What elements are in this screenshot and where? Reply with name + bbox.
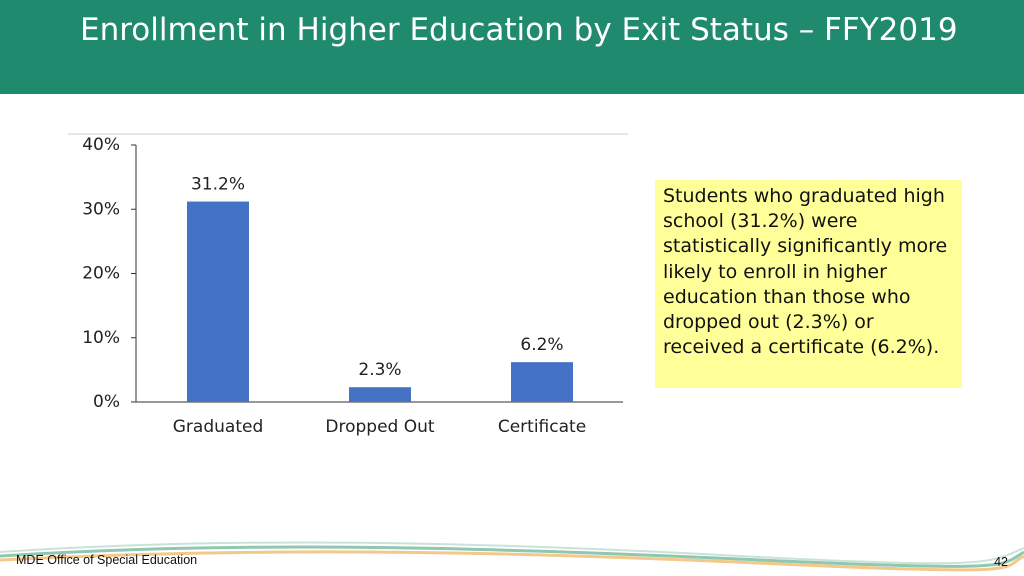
- x-tick-label: Graduated: [173, 417, 263, 437]
- page-number: 42: [994, 555, 1008, 569]
- bar: [187, 201, 249, 402]
- bar: [511, 362, 573, 402]
- y-tick-label: 0%: [93, 392, 120, 412]
- x-tick-label: Dropped Out: [325, 417, 434, 437]
- y-tick-label: 20%: [82, 264, 120, 284]
- x-tick-label: Certificate: [498, 417, 586, 437]
- title-bar: Enrollment in Higher Education by Exit S…: [0, 0, 1024, 94]
- y-tick-label: 10%: [82, 328, 120, 348]
- footer-text: MDE Office of Special Education: [16, 553, 198, 567]
- callout: Students who graduated high school (31.2…: [655, 180, 962, 388]
- data-label: 2.3%: [358, 360, 401, 380]
- y-tick-label: 30%: [82, 199, 120, 219]
- bar: [349, 387, 411, 402]
- y-tick-label: 40%: [82, 135, 120, 155]
- slide-title: Enrollment in Higher Education by Exit S…: [80, 12, 958, 48]
- data-label: 31.2%: [191, 175, 245, 195]
- footer-waves: [0, 541, 1024, 572]
- data-label: 6.2%: [520, 335, 563, 355]
